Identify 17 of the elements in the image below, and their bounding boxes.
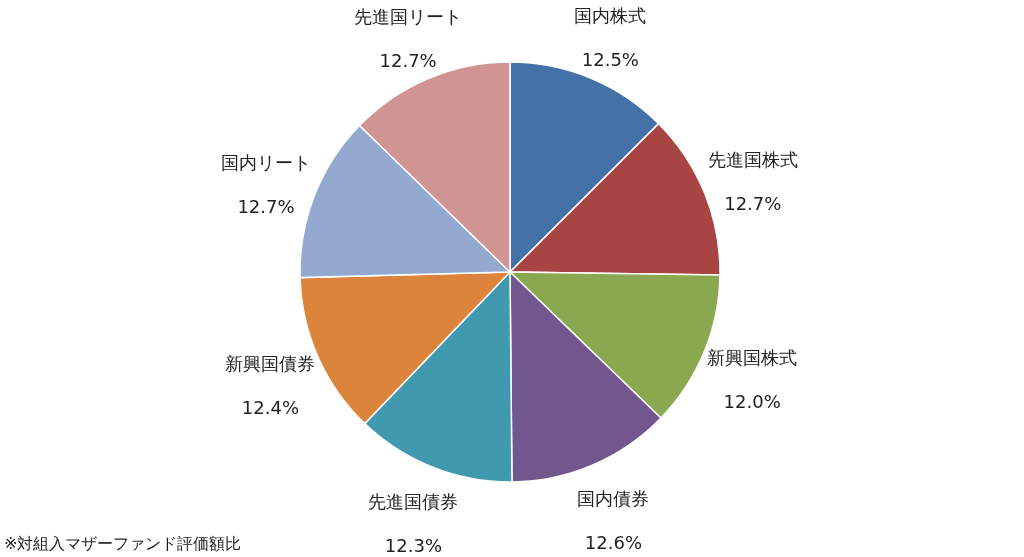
slice-label: 国内株式 bbox=[574, 4, 647, 26]
data-label: 12.6% bbox=[584, 531, 642, 553]
data-label: 12.4% bbox=[241, 397, 300, 419]
slice-label: 先進国債券 bbox=[368, 490, 459, 512]
text: ※対組入マザーファンド評価額比 bbox=[4, 534, 242, 553]
slice-label: 先進国株式 bbox=[707, 148, 798, 170]
data-label: 12.0% bbox=[723, 390, 781, 412]
slice-label: 新興国債券 bbox=[225, 353, 316, 375]
data-label: 12.7% bbox=[379, 49, 437, 71]
data-label: 12.7% bbox=[237, 195, 295, 217]
slice-label: 新興国株式 bbox=[707, 346, 798, 368]
slice-label: 先進国リート bbox=[354, 5, 463, 27]
data-label: 12.3% bbox=[384, 534, 443, 556]
slice-label: 国内リート bbox=[220, 151, 311, 173]
slice-label: 国内債券 bbox=[577, 487, 650, 509]
data-label: 12.5% bbox=[581, 48, 639, 70]
data-label: 12.7% bbox=[724, 192, 782, 214]
